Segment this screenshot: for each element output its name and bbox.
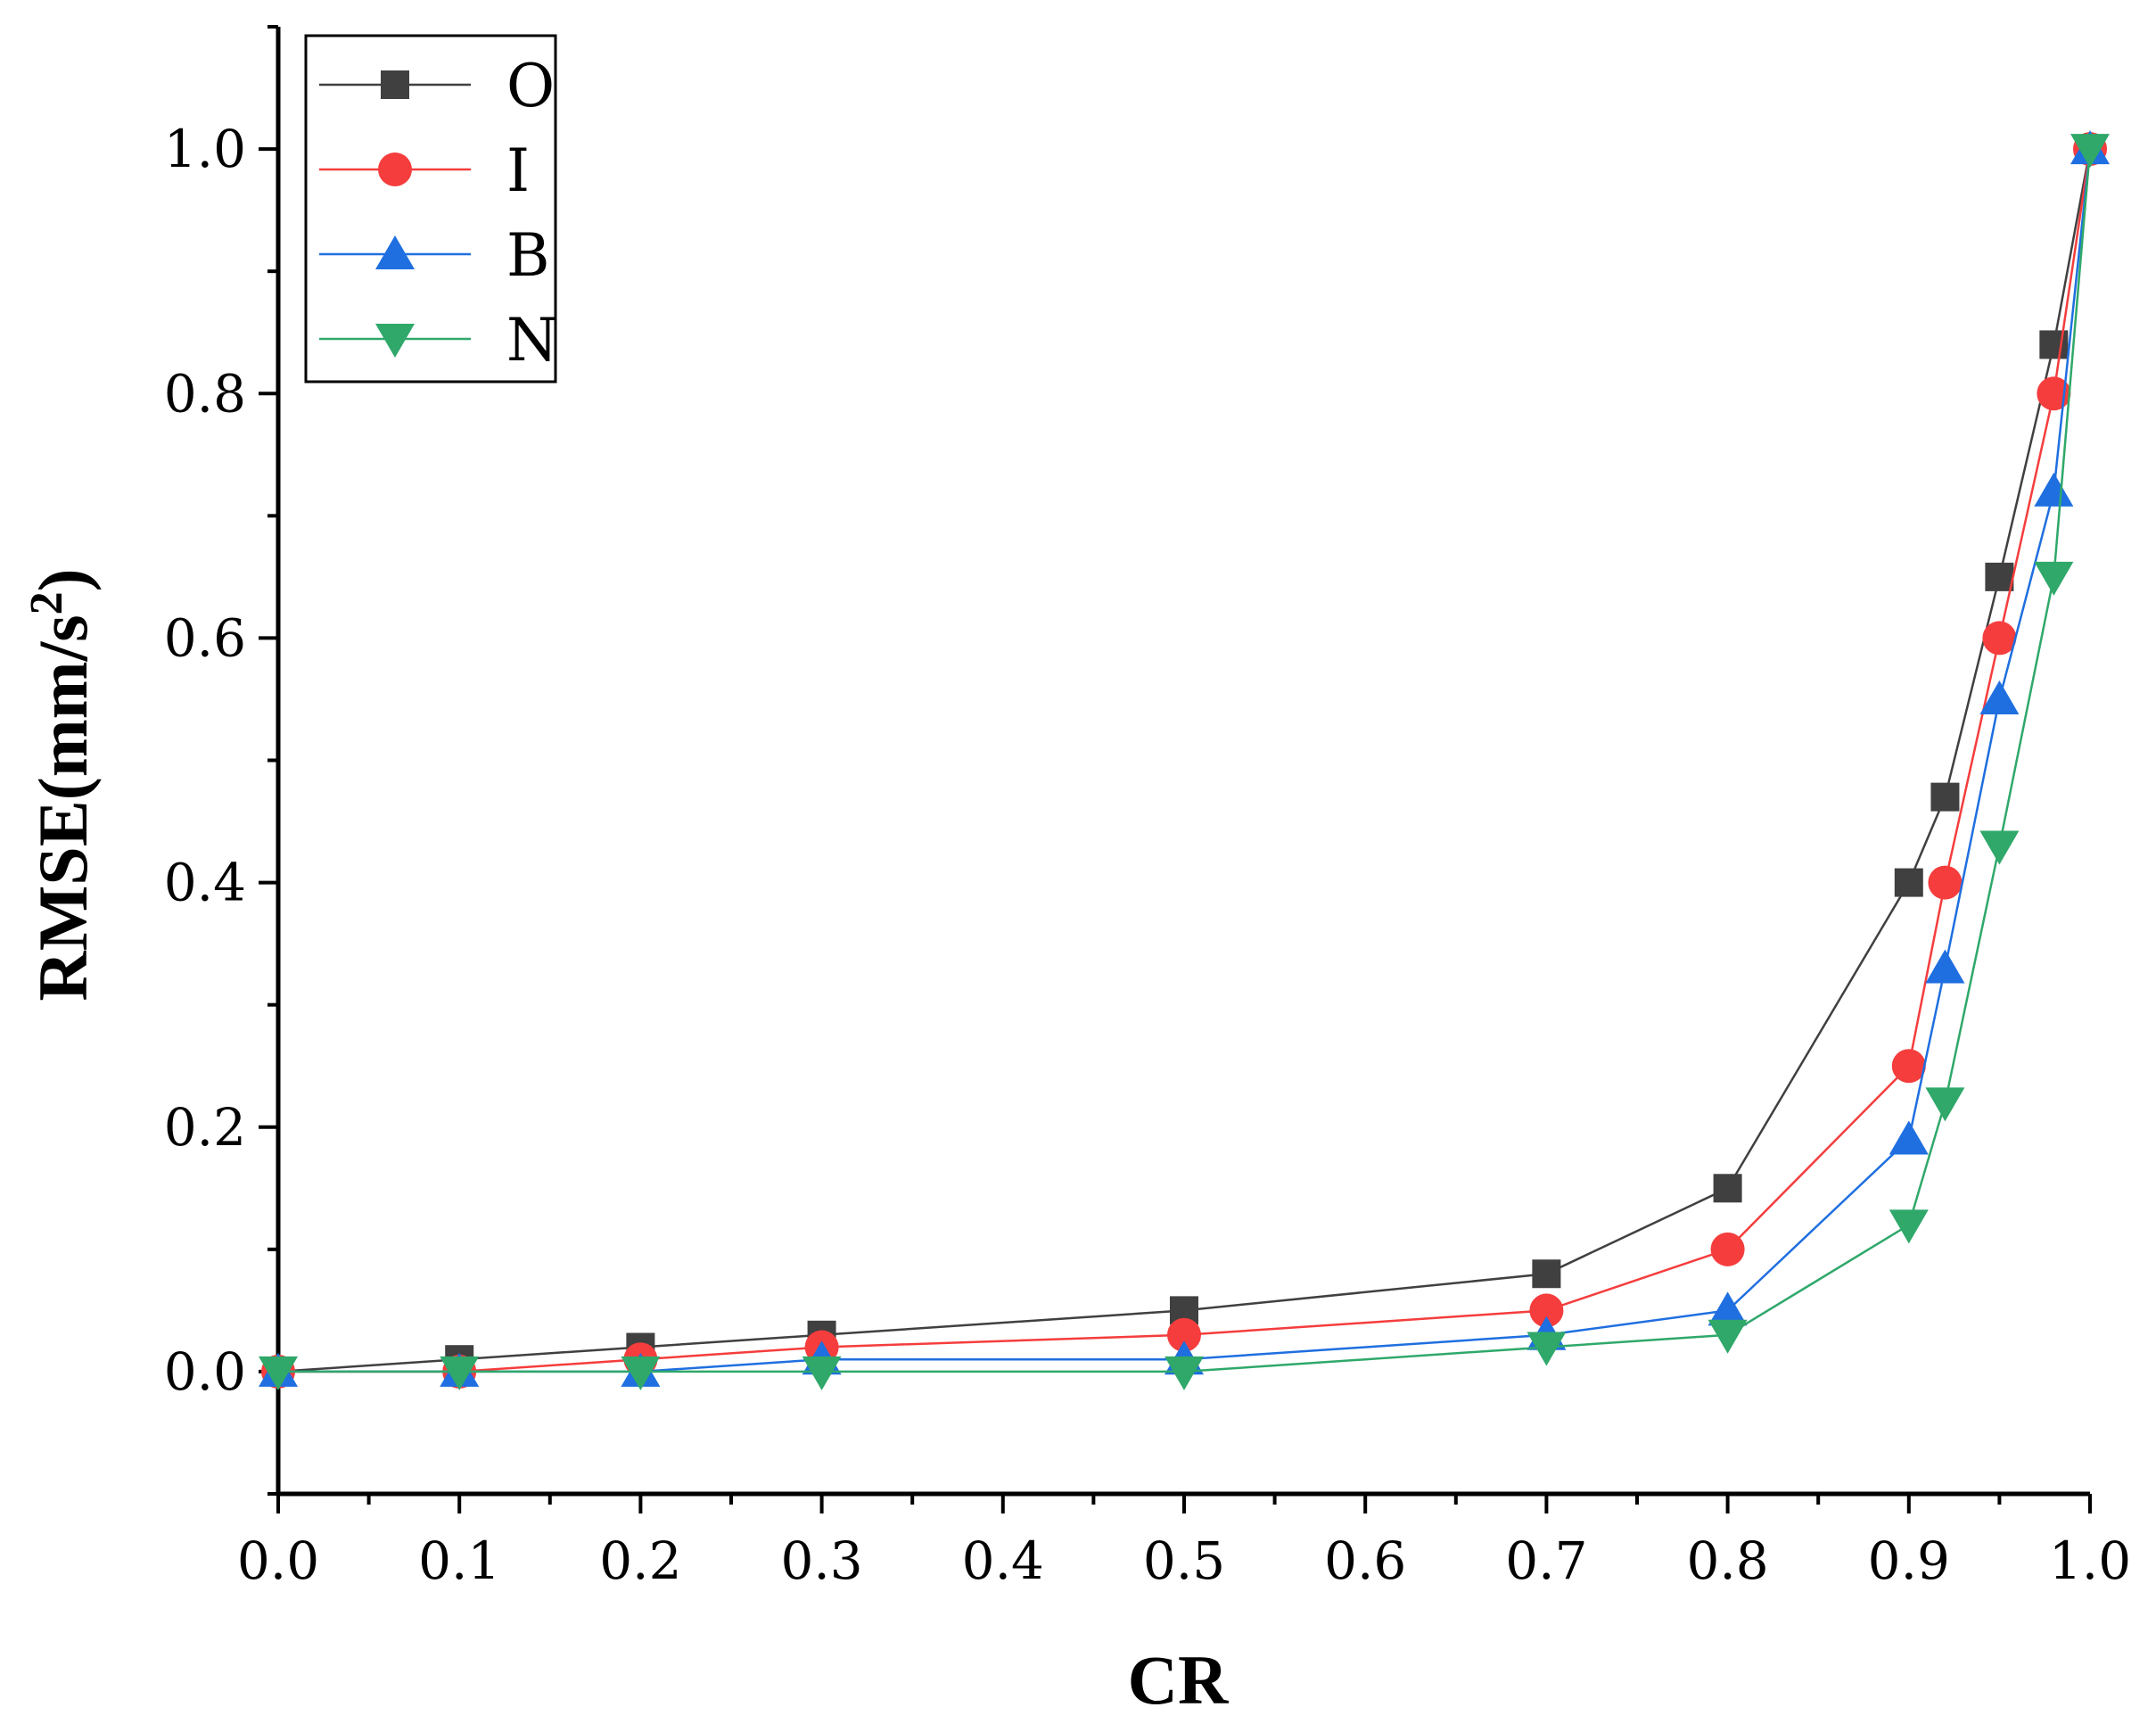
x-tick-label: 0.0: [237, 1530, 319, 1591]
data-point-N: [1708, 1319, 1748, 1354]
data-point-N: [2070, 134, 2110, 169]
data-point-N: [1925, 1087, 1965, 1122]
data-point-O: [1930, 782, 1960, 812]
legend-marker: [381, 70, 409, 99]
legend-item-O: O: [319, 52, 555, 120]
x-tick-label: 0.9: [1868, 1530, 1950, 1591]
series-line-I: [278, 148, 2092, 1373]
data-point-B: [1708, 1291, 1748, 1326]
y-tick-label: 0.8: [164, 363, 246, 424]
y-axis-title: RMSE(mm/s2): [21, 568, 102, 1001]
legend-marker: [375, 324, 415, 358]
data-point-O: [2039, 330, 2069, 359]
y-axis-title-main: RMSE(mm/s: [24, 614, 102, 1001]
data-point-N: [259, 1356, 298, 1390]
legend-item-B: B: [319, 221, 550, 290]
data-point-I: [1710, 1232, 1745, 1266]
data-point-I: [1167, 1317, 1201, 1352]
data-point-N: [621, 1356, 661, 1390]
data-point-N: [2034, 561, 2074, 596]
data-point-B: [1889, 1120, 1929, 1155]
legend-item-N: N: [319, 306, 558, 375]
x-tick-label: 0.8: [1686, 1530, 1768, 1591]
legend-item-I: I: [319, 136, 530, 205]
data-point-N: [1164, 1356, 1204, 1390]
data-point-O: [1985, 562, 2014, 591]
x-tick-label: 0.1: [418, 1530, 500, 1591]
data-point-N: [1979, 830, 2020, 865]
legend-label: B: [506, 221, 550, 290]
series-N: [259, 134, 2110, 1390]
x-tick-label: 0.6: [1324, 1530, 1406, 1591]
y-tick-label: 0.4: [164, 853, 246, 913]
data-point-O: [1894, 868, 1923, 897]
data-point-O: [1532, 1259, 1561, 1289]
data-point-N: [1526, 1332, 1567, 1366]
series-line-N: [278, 148, 2092, 1373]
data-point-I: [1891, 1049, 1926, 1084]
x-tick-label: 0.5: [1143, 1530, 1225, 1591]
legend-frame: [304, 34, 557, 384]
data-point-I: [1529, 1293, 1564, 1328]
legend-marker: [375, 235, 415, 269]
data-point-I: [1982, 621, 2017, 656]
data-point-B: [2034, 472, 2074, 507]
data-point-O: [1713, 1174, 1742, 1203]
y-tick-label: 0.0: [164, 1341, 246, 1402]
y-axis-title-sup: 2: [21, 591, 72, 614]
data-point-I: [1928, 865, 1963, 900]
legend-marker: [378, 153, 412, 186]
y-tick-label: 0.6: [164, 607, 246, 668]
y-tick-label: 0.2: [164, 1097, 246, 1158]
x-tick-label: 0.4: [962, 1530, 1044, 1591]
x-tick-label: 0.3: [780, 1530, 862, 1591]
x-axis-title: CR: [1128, 1641, 1230, 1719]
legend-label: O: [506, 52, 555, 120]
data-point-N: [440, 1356, 480, 1390]
x-tick-label: 1.0: [2049, 1530, 2131, 1591]
x-tick-label: 0.7: [1505, 1530, 1587, 1591]
data-point-B: [1979, 680, 2020, 714]
series-line-O: [277, 148, 2092, 1373]
y-tick-label: 1.0: [164, 119, 246, 179]
x-tick-label: 0.2: [599, 1530, 681, 1591]
data-point-N: [1889, 1209, 1929, 1244]
y-axis-title-end: ): [24, 568, 102, 591]
legend-label: I: [506, 136, 530, 205]
data-point-B: [1925, 949, 1965, 984]
legend-label: N: [506, 306, 558, 375]
data-point-N: [802, 1356, 842, 1390]
